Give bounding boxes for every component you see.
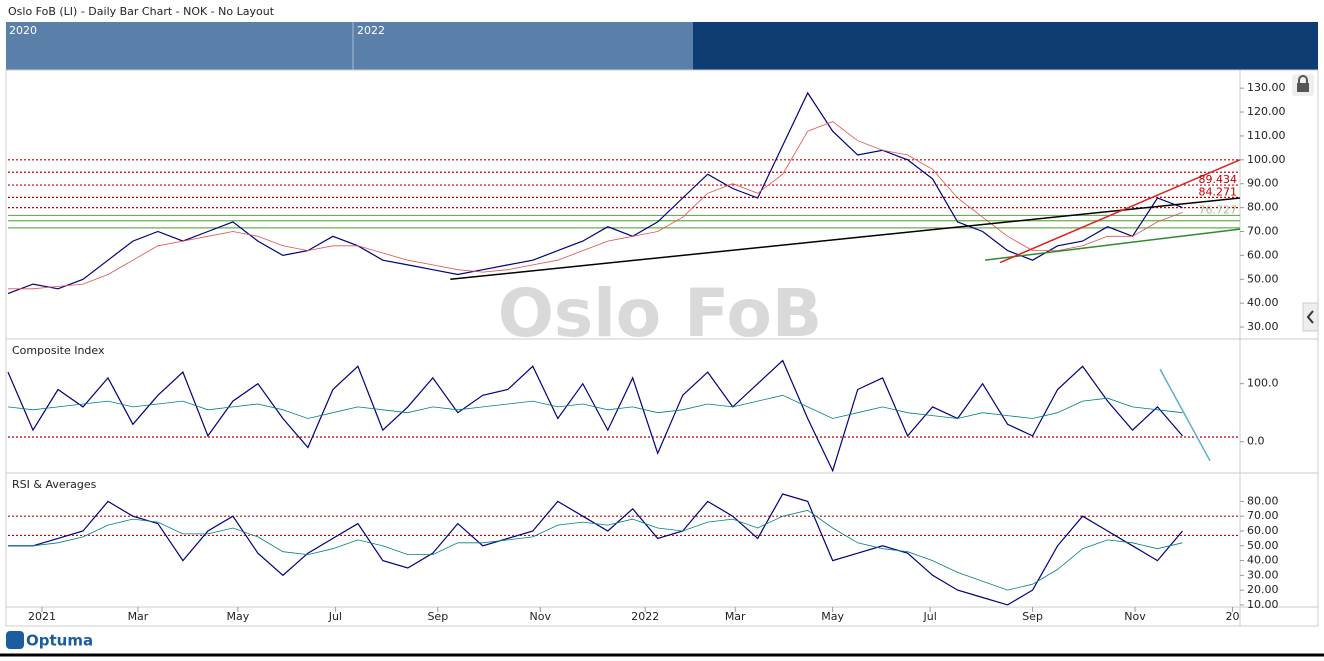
y-tick-label: 130.00	[1247, 81, 1286, 94]
x-tick-label: Jul	[328, 610, 342, 623]
x-tick-label: Mar	[725, 610, 746, 623]
trendline	[999, 159, 1241, 264]
logo-icon	[6, 631, 24, 649]
price-label: 84.271	[1199, 185, 1238, 198]
x-tick-label: Jul	[922, 610, 936, 623]
frame	[5, 69, 1319, 627]
y-tick-label: 50.00	[1247, 272, 1279, 285]
y-tick-label: 50.00	[1247, 539, 1279, 552]
navigator-window[interactable]	[6, 22, 693, 70]
y-tick-label: 70.00	[1247, 509, 1279, 522]
x-tick-label: Sep	[1022, 610, 1043, 623]
lock-icon	[1297, 83, 1309, 92]
price-label: 89.434	[1199, 173, 1238, 186]
x-tick-label: May	[821, 610, 844, 623]
series-line	[7, 394, 1183, 419]
watermark: Oslo FoB	[498, 275, 822, 352]
x-tick-label: Sep	[427, 610, 448, 623]
y-tick-label: 0.0	[1247, 435, 1265, 448]
trendline	[1159, 368, 1211, 462]
series-line	[8, 121, 1183, 290]
navigator-label: 2020	[9, 24, 37, 37]
x-tick-label: 2022	[631, 610, 659, 623]
y-tick-label: 30.00	[1247, 320, 1279, 333]
x-tick-label: Mar	[128, 610, 149, 623]
trendline	[985, 228, 1241, 261]
y-tick-label: 40.00	[1247, 554, 1279, 567]
y-tick-label: 30.00	[1247, 568, 1279, 581]
y-tick-label: 80.00	[1247, 201, 1279, 214]
x-tick-label: 20	[1226, 610, 1240, 623]
y-tick-label: 40.00	[1247, 296, 1279, 309]
x-tick-label: Nov	[530, 610, 552, 623]
series-line	[7, 91, 1183, 295]
logo: Optuma	[26, 632, 93, 650]
panel-title: Composite Index	[12, 344, 105, 357]
y-tick-label: 60.00	[1247, 524, 1279, 537]
y-tick-label: 100.00	[1247, 153, 1286, 166]
x-tick-label: 2021	[28, 610, 56, 623]
y-tick-label: 60.00	[1247, 248, 1279, 261]
side-panel-toggle[interactable]	[1302, 302, 1319, 332]
y-tick-label: 80.00	[1247, 494, 1279, 507]
series-line	[8, 509, 1183, 591]
y-tick-label: 10.00	[1247, 598, 1279, 611]
arrow-icon	[1306, 310, 1314, 324]
y-tick-label: 70.00	[1247, 224, 1279, 237]
panel-title: RSI & Averages	[12, 478, 97, 491]
trendline	[450, 197, 1241, 281]
y-tick-label: 90.00	[1247, 177, 1279, 190]
y-tick-label: 20.00	[1247, 583, 1279, 596]
y-tick-label: 110.00	[1247, 129, 1286, 142]
lock-icon	[1298, 75, 1308, 83]
chart-title: Oslo FoB (LI) - Daily Bar Chart - NOK - …	[8, 5, 275, 18]
y-tick-label: 100.0	[1247, 377, 1279, 390]
y-tick-label: 120.00	[1247, 105, 1286, 118]
navigator-label: 2022	[357, 24, 385, 37]
x-tick-label: May	[227, 610, 250, 623]
x-tick-label: Nov	[1124, 610, 1146, 623]
price-label: 76.727	[1199, 203, 1238, 216]
